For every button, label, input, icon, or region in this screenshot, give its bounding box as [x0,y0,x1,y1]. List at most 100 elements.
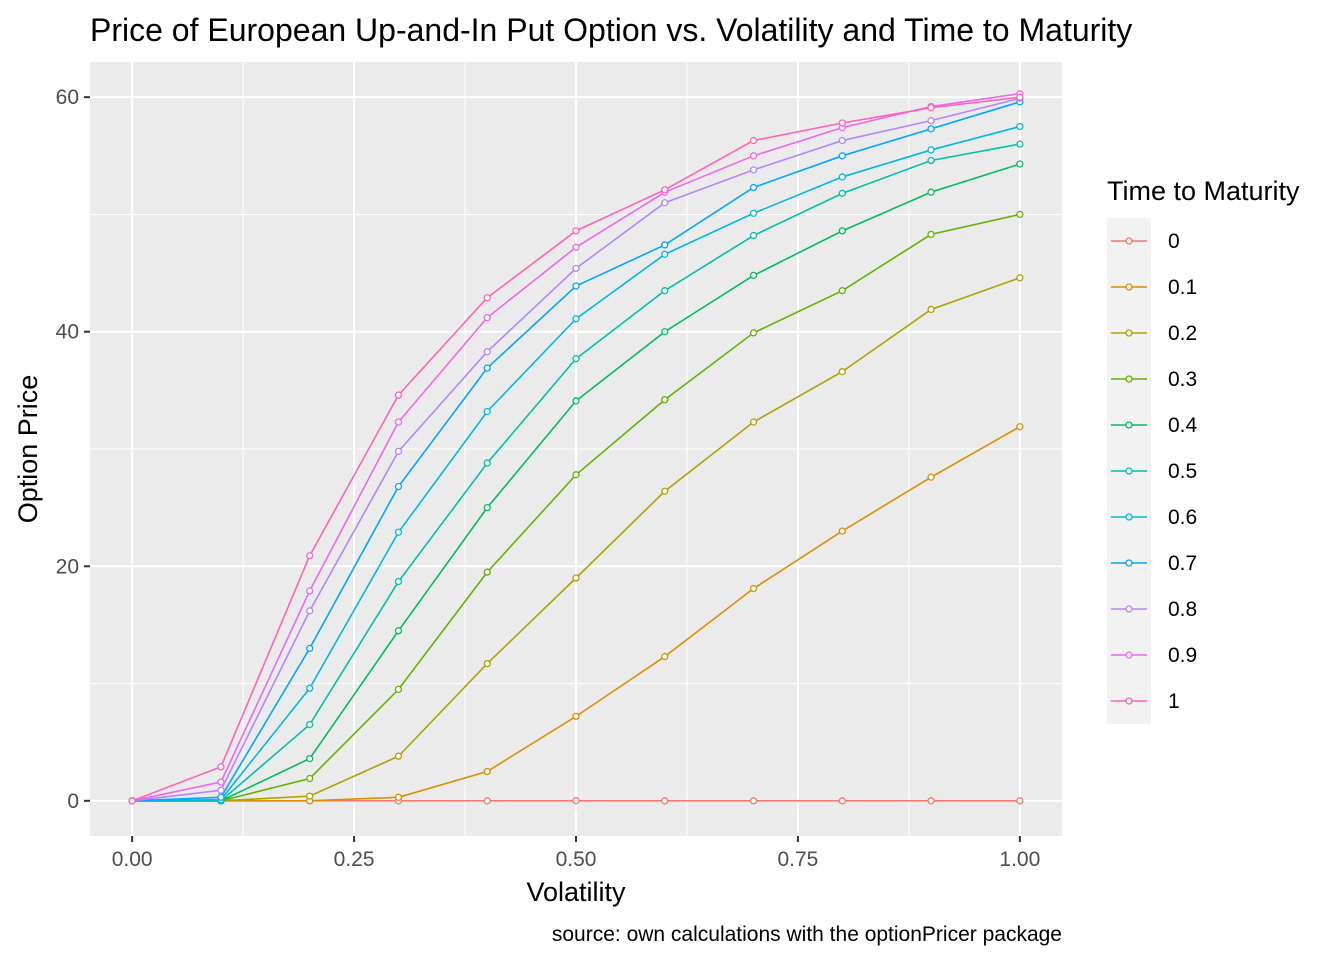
data-point [483,797,491,805]
legend-label: 0.5 [1168,460,1197,483]
legend-key-point [1125,283,1133,291]
chart-title: Price of European Up-and-In Put Option v… [90,12,1132,48]
y-tick-label: 0 [67,790,79,813]
data-point [838,227,846,235]
legend-label: 0.8 [1168,598,1197,621]
data-point [749,271,758,280]
data-point [838,173,846,181]
data-point [749,584,758,593]
legend: Time to Maturity 00.10.20.30.40.50.60.70… [1107,176,1300,724]
data-point [838,189,846,197]
legend-label: 0.6 [1168,506,1197,529]
legend-item: 0.2 [1111,322,1197,345]
data-point [572,282,580,290]
x-tick-label: 0.00 [112,848,153,871]
data-point [749,152,758,160]
x-axis: 0.00 0.25 0.50 0.75 1.00 [112,836,1040,871]
data-point [661,487,669,495]
legend-label: 0 [1168,230,1180,253]
data-point [572,712,580,721]
legend-key-point [1125,467,1133,475]
data-point [927,797,935,805]
data-point [661,396,669,404]
legend-label: 0.7 [1168,552,1197,575]
data-point [927,116,935,125]
data-point [661,186,669,194]
legend-title: Time to Maturity [1107,176,1300,206]
data-point [217,786,225,794]
data-point [838,527,846,535]
legend-item: 0.8 [1111,598,1197,621]
data-point [483,568,491,576]
data-point [128,797,136,805]
legend-label: 0.9 [1168,644,1197,667]
data-point [394,685,403,694]
data-point [394,391,403,399]
data-point [749,329,758,337]
legend-item: 0.9 [1111,644,1197,667]
data-point [661,287,669,295]
data-point [927,473,935,481]
data-point [838,367,846,376]
legend-label: 0.4 [1168,414,1198,437]
data-point [306,754,314,763]
data-point [661,250,669,258]
legend-item: 0 [1111,230,1180,253]
legend-key-point [1125,329,1133,337]
data-point [927,305,935,314]
data-point [306,684,314,692]
data-point [749,209,758,217]
data-point [927,125,935,133]
series-layer [128,90,1024,805]
y-axis: 0 20 40 60 [56,86,90,813]
series-points-0-7 [128,98,1024,805]
x-tick-label: 0.50 [556,848,597,871]
data-point [749,136,758,145]
data-point [483,294,491,302]
data-point [217,763,225,771]
data-point [394,418,403,426]
data-point [838,119,846,127]
legend-label: 0.1 [1168,276,1197,299]
legend-item: 0.1 [1111,276,1197,299]
data-point [749,231,758,240]
data-point [927,188,935,196]
data-point [749,166,758,174]
x-tick-label: 0.75 [777,848,818,871]
data-point [572,315,580,323]
chart-caption: source: own calculations with the option… [552,923,1062,946]
data-point [1016,160,1024,168]
data-point [572,574,580,582]
data-point [927,230,935,239]
legend-label: 1 [1168,690,1180,713]
data-point [927,104,935,112]
data-point [661,652,669,661]
data-point [1016,122,1024,131]
data-point [1016,797,1024,805]
grid-major [90,62,1062,836]
legend-label: 0.2 [1168,322,1197,345]
data-point [483,503,491,512]
y-tick-label: 60 [56,86,79,109]
legend-key-point [1125,605,1133,613]
data-point [838,287,846,295]
x-tick-label: 0.25 [334,848,375,871]
data-point [217,778,225,786]
legend-key-point [1125,651,1133,659]
data-point [483,407,491,416]
data-point [927,156,935,165]
data-point [483,348,491,356]
data-point [394,752,403,760]
data-point [838,152,846,160]
data-point [572,797,580,805]
data-point [572,471,580,479]
series-points-0-1 [128,423,1024,805]
data-point [749,797,758,805]
data-point [483,659,491,668]
data-point [572,264,580,273]
x-axis-title: Volatility [526,877,626,907]
data-point [394,627,403,635]
legend-items: 0 0.1 0.2 0.3 0.4 0.5 0.6 0.7 0.8 0.9 1 [1107,218,1198,724]
legend-item: 0.7 [1111,552,1197,575]
